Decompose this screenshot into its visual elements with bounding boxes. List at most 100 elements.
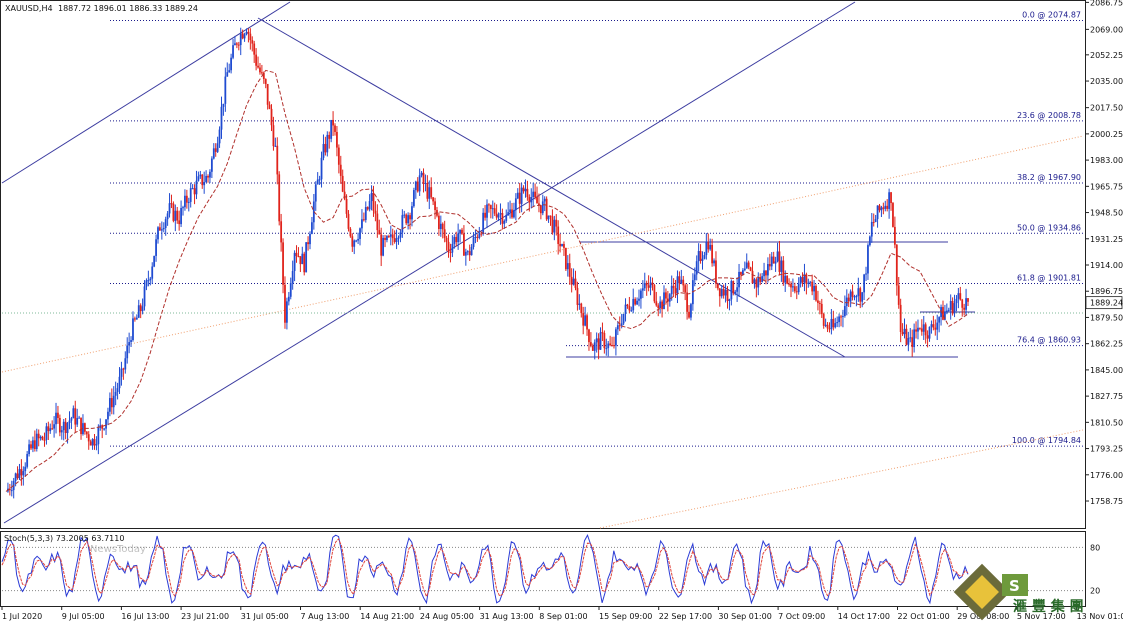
candle-bull (55, 412, 57, 425)
candle-bear (793, 286, 796, 292)
candle-bear (170, 203, 173, 205)
candle-bull (753, 279, 756, 284)
candle-bear (214, 148, 217, 152)
candle-bull (705, 242, 708, 256)
candle-bear (264, 79, 267, 84)
candle-bear (801, 277, 804, 283)
fib-label: 38.2 @ 1967.90 (1017, 173, 1081, 182)
candle-bull (861, 292, 864, 302)
candle-bull (578, 303, 581, 305)
candle-bear (716, 283, 719, 289)
trend-line (1, 1, 291, 184)
candle-bull (459, 229, 461, 234)
candle-bull (947, 309, 950, 311)
candle-bull (945, 310, 948, 312)
stoch-signal-line (1, 538, 969, 598)
candle-bull (922, 324, 925, 332)
candle-bull (516, 192, 519, 199)
candle-bear (374, 210, 377, 214)
candle-bear (193, 188, 196, 195)
trend-line (257, 17, 846, 358)
candle-bull (505, 215, 508, 221)
candle-bull (407, 215, 410, 224)
candle-bear (686, 292, 688, 312)
candle-bear (666, 298, 669, 302)
candle-bear (626, 304, 629, 306)
candle-bull (784, 275, 787, 283)
candle-bear (897, 285, 900, 305)
candle-bear (461, 229, 463, 234)
candle-bull (143, 286, 146, 307)
candle-bull (514, 198, 517, 211)
candle-bull (32, 440, 34, 449)
candle-bear (772, 256, 775, 264)
candle-bear (74, 408, 77, 425)
trend-lines (1, 1, 1084, 529)
candle-bull (189, 188, 192, 202)
candle-bull (309, 233, 311, 245)
candle-bull (520, 187, 523, 204)
candle-bear (303, 253, 306, 273)
candle-bull (210, 158, 213, 172)
candle-bear (447, 241, 450, 253)
candle-bull (643, 283, 646, 289)
x-tick-label: 9 Jul 05:00 (62, 612, 105, 621)
moving-average (5, 69, 969, 492)
logo-inner (965, 575, 999, 609)
candle-bear (443, 229, 446, 238)
candle-bear (699, 251, 702, 261)
candle-bear (93, 439, 96, 446)
candle-bull (668, 294, 671, 302)
candle-bear (755, 279, 758, 288)
candle-bear (895, 244, 898, 286)
candle-bear (172, 203, 175, 221)
candle-bull (865, 273, 867, 275)
candle-bear (820, 303, 823, 315)
candle-bear (259, 67, 261, 73)
last-price-label: 1889.24 (1090, 299, 1123, 308)
candle-bear (526, 188, 529, 198)
candle-bull (453, 236, 456, 244)
logo-text: 滙 豐 集 團 (1013, 598, 1084, 615)
candle-bear (651, 282, 654, 286)
candle-bear (559, 243, 562, 247)
candle-bull (226, 72, 229, 77)
fib-label: 0.0 @ 2074.87 (1022, 10, 1081, 19)
candle-bear (235, 43, 238, 45)
candle-bull (605, 348, 608, 350)
candle-bear (818, 302, 821, 304)
candle-bear (441, 223, 444, 230)
y-tick-label: 2069.00 (1090, 25, 1123, 34)
candle-bear (343, 191, 346, 199)
candle-bear (37, 433, 40, 439)
y-tick-label: 1879.50 (1090, 313, 1123, 322)
candle-bull (162, 227, 165, 230)
candle-bear (297, 256, 300, 258)
candle-bull (738, 271, 740, 288)
candle-bull (909, 337, 912, 339)
candle-bear (665, 292, 667, 299)
candle-bear (653, 285, 656, 302)
candle-bull (145, 280, 148, 287)
candle-bull (855, 296, 858, 298)
x-tick-label: 14 Aug 21:00 (360, 612, 414, 621)
ma-line (5, 69, 969, 492)
candle-bear (732, 281, 735, 294)
candle-bear (555, 219, 558, 227)
y-tick-label: 2035.00 (1090, 77, 1123, 86)
x-tick-label: 8 Sep 01:00 (539, 612, 587, 621)
y-tick-label: 1914.00 (1090, 261, 1123, 270)
candle-bear (628, 305, 631, 311)
candle-bear (919, 327, 921, 329)
candle-bear (489, 205, 492, 209)
main-panel-frame (0, 0, 1086, 529)
candle-bear (251, 40, 254, 44)
candle-bear (16, 473, 19, 479)
candle-bull (118, 376, 121, 389)
trend-line (3, 1, 856, 524)
candle-bull (949, 301, 952, 310)
candle-bull (513, 210, 515, 218)
y-tick-label: 2086.75 (1090, 0, 1123, 7)
candle-bull (108, 398, 111, 412)
candle-bull (137, 305, 140, 318)
